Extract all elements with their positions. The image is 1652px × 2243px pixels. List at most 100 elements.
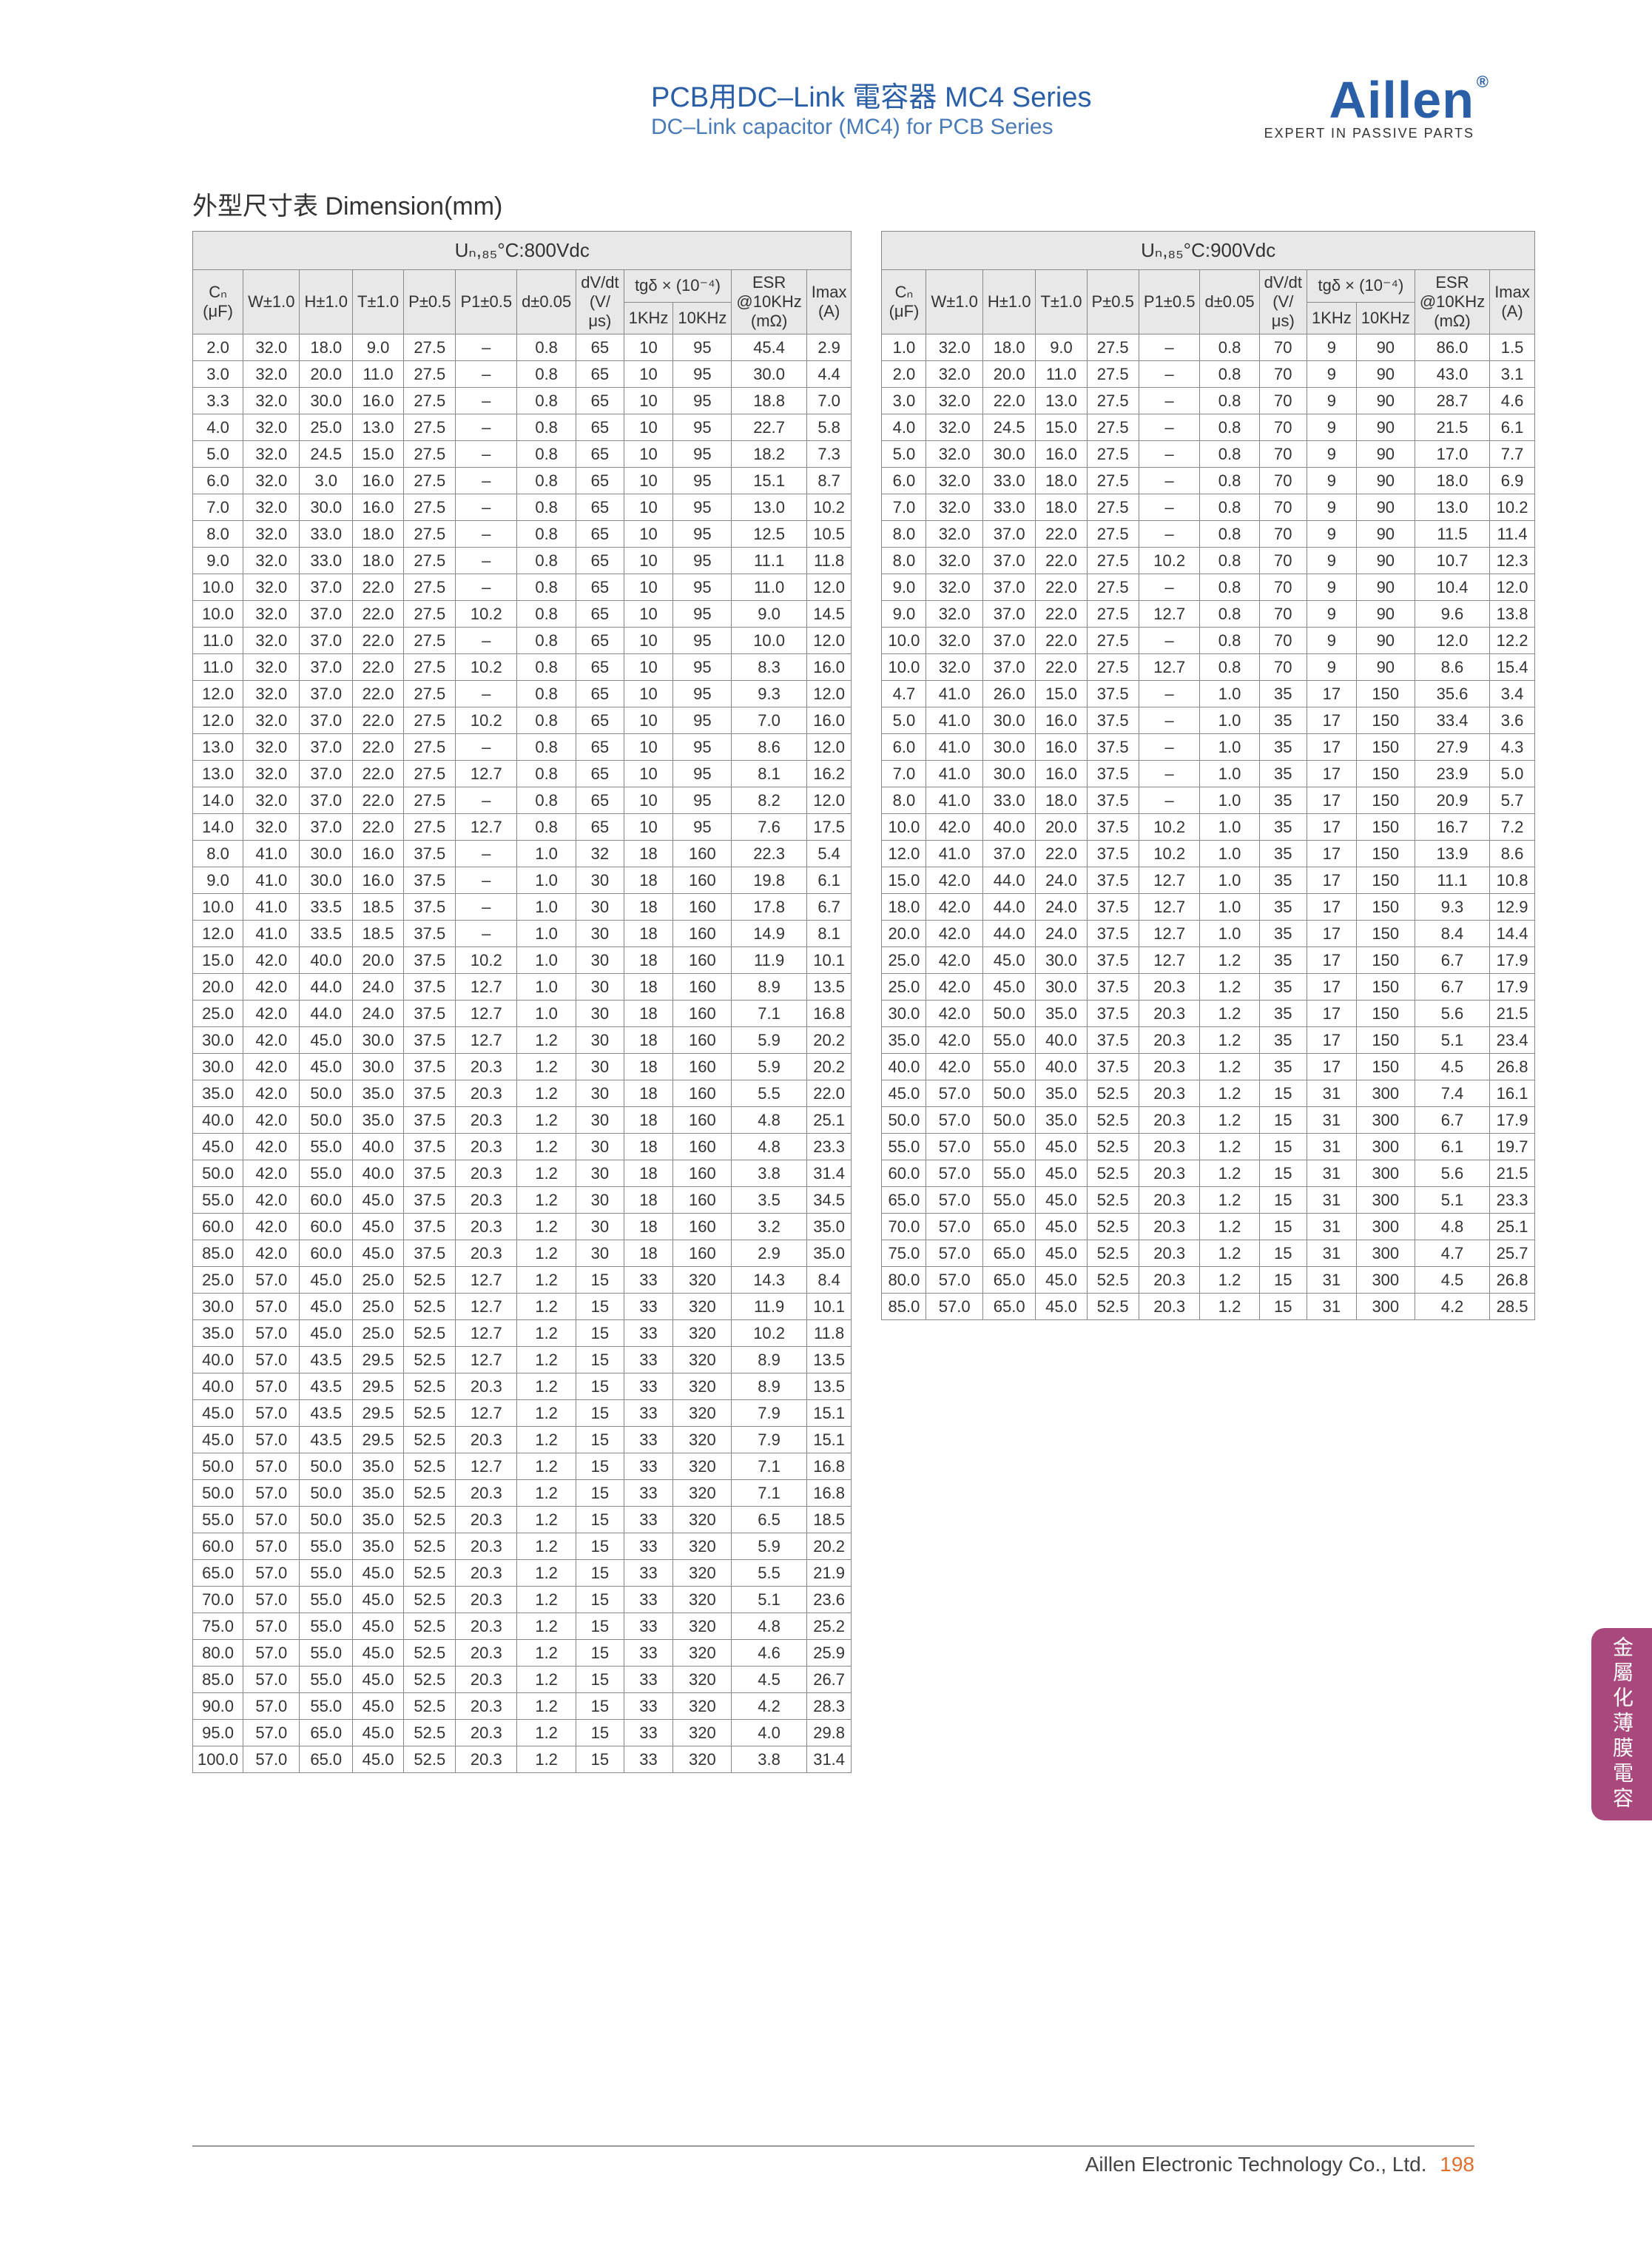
table-cell: 41.0 (243, 921, 300, 947)
table-cell: 41.0 (926, 761, 982, 787)
table-cell: 10 (624, 761, 673, 787)
table-cell: 27.5 (1087, 388, 1139, 414)
table-cell: 10 (624, 414, 673, 441)
table-cell: 70 (1259, 548, 1307, 574)
table-cell: 90 (1356, 548, 1415, 574)
table-cell: 11.4 (1490, 521, 1535, 548)
table-cell: 16.0 (353, 841, 404, 867)
table-cell: 80.0 (193, 1640, 243, 1667)
table-cell: 300 (1356, 1107, 1415, 1134)
table-row: 9.032.037.022.027.512.70.8709909.613.8 (882, 601, 1534, 628)
table-cell: 160 (673, 1160, 732, 1187)
table-cell: 85.0 (193, 1667, 243, 1693)
col-w: W±1.0 (243, 270, 300, 334)
table-cell: 5.1 (732, 1587, 806, 1613)
table-cell: 22.0 (353, 787, 404, 814)
table-cell: 27.5 (1087, 494, 1139, 521)
table-cell: 42.0 (926, 1054, 982, 1080)
table-cell: 1.0 (882, 334, 926, 361)
table-cell: 160 (673, 1107, 732, 1134)
table-row: 50.057.050.035.052.520.31.215333207.116.… (193, 1480, 852, 1507)
table-cell: 160 (673, 1134, 732, 1160)
table-cell: 150 (1356, 841, 1415, 867)
table-cell: – (1139, 787, 1200, 814)
table-cell: 33 (624, 1720, 673, 1746)
table-row: 35.042.050.035.037.520.31.230181605.522.… (193, 1080, 852, 1107)
table-cell: 17 (1307, 894, 1356, 921)
table-cell: 0.8 (517, 334, 576, 361)
table-cell: – (456, 388, 517, 414)
table-cell: 57.0 (243, 1453, 300, 1480)
table-main-header: Uₙ,₈₅°C:900Vdc (882, 232, 1534, 270)
table-cell: 52.5 (404, 1560, 456, 1587)
table-cell: 17 (1307, 867, 1356, 894)
table-cell: 90 (1356, 601, 1415, 628)
table-cell: 33.0 (982, 787, 1036, 814)
table-cell: 0.8 (1200, 574, 1259, 601)
table-cell: 50.0 (982, 1107, 1036, 1134)
registered-icon: ® (1477, 74, 1489, 90)
table-row: 8.041.033.018.037.5–1.0351715020.95.7 (882, 787, 1534, 814)
table-cell: 14.0 (193, 787, 243, 814)
table-cell: 23.3 (806, 1134, 852, 1160)
table-cell: 16.0 (806, 707, 852, 734)
table-cell: 35 (1259, 707, 1307, 734)
col-esr: ESR @10KHz (mΩ) (732, 270, 806, 334)
table-cell: 320 (673, 1640, 732, 1667)
table-cell: 30 (576, 867, 624, 894)
table-cell: 95.0 (193, 1720, 243, 1746)
table-cell: 33.5 (300, 921, 353, 947)
table-cell: 3.6 (1490, 707, 1535, 734)
table-cell: – (1139, 334, 1200, 361)
table-cell: 18.0 (1036, 468, 1087, 494)
table-cell: 20.3 (456, 1587, 517, 1613)
table-row: 10.032.037.022.027.510.20.86510959.014.5 (193, 601, 852, 628)
table-cell: 90 (1356, 574, 1415, 601)
col-tgd-10k: 10KHz (673, 302, 732, 334)
table-cell: 70 (1259, 601, 1307, 628)
table-cell: 1.2 (517, 1373, 576, 1400)
table-cell: 37.5 (404, 1214, 456, 1240)
table-cell: 9 (1307, 361, 1356, 388)
table-cell: 160 (673, 1187, 732, 1214)
table-cell: 10 (624, 814, 673, 841)
table-cell: 35 (1259, 1054, 1307, 1080)
table-cell: 5.8 (806, 414, 852, 441)
table-cell: 33 (624, 1533, 673, 1560)
table-cell: 20.3 (456, 1720, 517, 1746)
table-cell: 13.9 (1415, 841, 1489, 867)
table-cell: 12.0 (193, 707, 243, 734)
table-cell: 1.0 (517, 1001, 576, 1027)
table-cell: 1.2 (1200, 1054, 1259, 1080)
table-cell: 55.0 (300, 1533, 353, 1560)
table-cell: 10 (624, 787, 673, 814)
table-cell: 95 (673, 734, 732, 761)
table-cell: 10 (624, 441, 673, 468)
table-cell: 65 (576, 441, 624, 468)
table-cell: 10 (624, 361, 673, 388)
table-cell: 45.0 (353, 1240, 404, 1267)
table-cell: 95 (673, 601, 732, 628)
table-cell: 20.3 (456, 1054, 517, 1080)
table-cell: 37.5 (404, 1001, 456, 1027)
table-cell: 37.5 (1087, 734, 1139, 761)
table-cell: 10 (624, 681, 673, 707)
table-cell: 45.0 (1036, 1160, 1087, 1187)
table-row: 30.057.045.025.052.512.71.2153332011.910… (193, 1294, 852, 1320)
table-cell: – (456, 361, 517, 388)
logo-block: Aillen® EXPERT IN PASSIVE PARTS (1264, 74, 1474, 141)
table-cell: 9.0 (882, 601, 926, 628)
table-cell: 95 (673, 521, 732, 548)
table-cell: 37.5 (404, 1107, 456, 1134)
side-category-tab: 金屬化薄膜電容 (1591, 1628, 1652, 1820)
table-cell: 33 (624, 1560, 673, 1587)
table-cell: 320 (673, 1480, 732, 1507)
table-cell: 57.0 (243, 1507, 300, 1533)
table-cell: 65 (576, 707, 624, 734)
table-cell: 7.0 (882, 494, 926, 521)
table-cell: 35 (1259, 841, 1307, 867)
table-cell: 45.0 (982, 974, 1036, 1001)
table-cell: 320 (673, 1533, 732, 1560)
table-cell: 27.5 (404, 707, 456, 734)
table-cell: 320 (673, 1720, 732, 1746)
